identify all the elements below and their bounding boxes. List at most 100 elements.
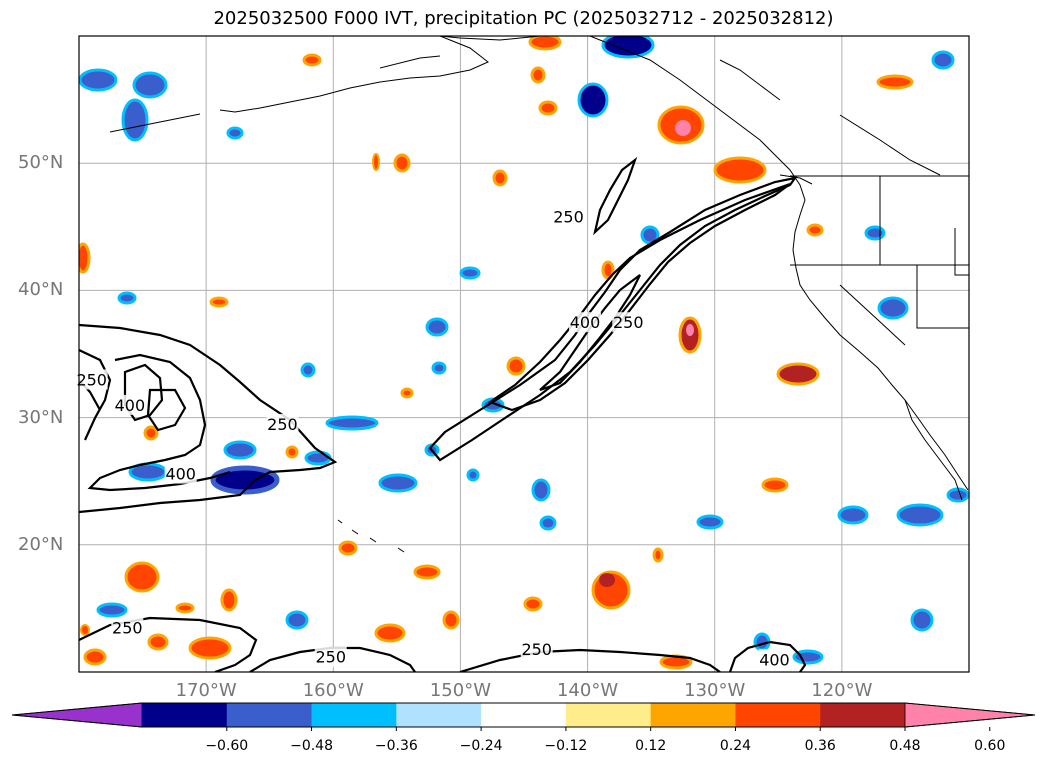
lat-tick-label: 20°N — [18, 533, 64, 555]
precip-blob — [400, 387, 414, 399]
ivt-contour-labels: 250 400 250 250 400 250 400 250 250 250 400 — [75, 206, 791, 670]
colorbar-tick-label: 0.36 — [804, 738, 836, 754]
contour-label: 250 — [521, 640, 552, 659]
precip-blob — [601, 36, 655, 59]
precip-blob — [806, 223, 824, 237]
precip-blob — [300, 362, 316, 378]
precip-blob — [393, 153, 411, 173]
precip-blob — [302, 53, 322, 67]
colorbar-segment — [565, 703, 652, 727]
colorbar-segment — [396, 703, 482, 727]
precip-blob — [528, 36, 562, 51]
precip-blob — [378, 473, 418, 493]
precip-blob — [877, 296, 909, 320]
contour-label-bg — [612, 312, 645, 333]
colorbar-segment — [735, 703, 821, 727]
precip-blob — [210, 465, 280, 495]
colorbar-tick-label: −0.24 — [459, 738, 503, 754]
lat-tick-label: 50°N — [18, 152, 64, 174]
precip-blob — [876, 74, 914, 90]
lon-tick-label: 120°W — [811, 680, 873, 701]
precip-blob — [79, 242, 91, 274]
lon-tick-label: 140°W — [556, 680, 619, 701]
precip-blob — [338, 540, 358, 556]
contour-label-bg — [164, 463, 197, 484]
precip-blob — [143, 425, 159, 441]
lat-tick-label: 30°N — [18, 406, 64, 428]
colorbar-extend-low — [11, 702, 143, 728]
precip-blob — [132, 71, 168, 99]
precip-blob — [792, 649, 824, 665]
lon-tick-label: 130°W — [684, 680, 746, 701]
contour-label: 250 — [553, 208, 584, 227]
contour-label-bg — [111, 617, 144, 638]
colorbar-segment — [311, 703, 397, 727]
contour-label-bg — [520, 639, 553, 660]
coastlines — [109, 36, 969, 553]
contour-label: 400 — [165, 465, 196, 484]
colorbar — [11, 702, 1036, 731]
precip-blob — [530, 66, 546, 84]
contour-label: 250 — [112, 618, 143, 637]
precip-blob — [285, 610, 309, 630]
precip-blob — [413, 564, 441, 580]
precip-blob — [117, 291, 137, 305]
contour-label: 250 — [267, 415, 298, 434]
colorbar-segment — [226, 703, 313, 727]
colorbar-outline — [11, 702, 1036, 728]
precip-blob — [124, 561, 160, 593]
precip-blob — [652, 547, 664, 563]
colorbar-tick-label: 0.24 — [719, 738, 752, 754]
colorbar-tick-label: 0.12 — [635, 738, 667, 754]
colorbar-extend-high — [904, 702, 1036, 728]
precip-blob — [539, 515, 557, 531]
contour-label-bg — [552, 206, 585, 227]
precip-blob — [121, 98, 149, 142]
contour-label: 250 — [613, 313, 644, 332]
map-frame — [78, 35, 970, 673]
precip-blob — [459, 266, 481, 280]
colorbar-segment — [481, 703, 567, 727]
precip-blob — [577, 82, 609, 118]
map-background — [79, 36, 969, 672]
precipitation-contours — [79, 36, 969, 670]
precip-blob — [675, 120, 691, 136]
colorbar-tick-label: −0.12 — [544, 738, 588, 754]
precip-blob — [864, 225, 886, 241]
precip-blob — [374, 623, 406, 643]
contour-label-bg — [758, 649, 791, 670]
precip-blob — [523, 596, 543, 612]
precip-blob — [147, 633, 169, 651]
contour-label: 400 — [759, 650, 790, 669]
precip-blob — [425, 317, 449, 337]
precip-blob — [431, 361, 447, 375]
colorbar-segment — [142, 703, 228, 727]
colorbar-tick-label: 0.48 — [889, 738, 921, 754]
precip-blob — [79, 68, 118, 92]
figure-title: 2025032500 F000 IVT, precipitation PC (2… — [213, 8, 834, 29]
contour-label-bg — [75, 369, 108, 390]
precip-blob — [285, 445, 299, 459]
precip-blob — [226, 126, 244, 140]
precip-blob — [209, 296, 229, 308]
colorbar-tick-label: −0.48 — [290, 738, 333, 754]
colorbar-segment — [650, 703, 736, 727]
contour-label-bg — [266, 413, 299, 434]
precip-blob — [506, 356, 526, 376]
contour-label-bg — [569, 312, 602, 333]
precip-blob — [910, 608, 934, 632]
precip-blob — [713, 156, 767, 184]
colorbar-tick-label: −0.60 — [205, 738, 249, 754]
precip-blob — [538, 100, 558, 116]
precip-blob — [372, 153, 380, 171]
precip-blob — [776, 362, 820, 386]
precip-blob — [223, 440, 257, 460]
precip-blob — [220, 588, 238, 612]
precip-blob — [686, 324, 694, 336]
precip-blob — [442, 610, 460, 630]
contour-label: 250 — [315, 648, 346, 667]
precip-blob — [304, 450, 332, 466]
precip-blob — [946, 487, 969, 503]
